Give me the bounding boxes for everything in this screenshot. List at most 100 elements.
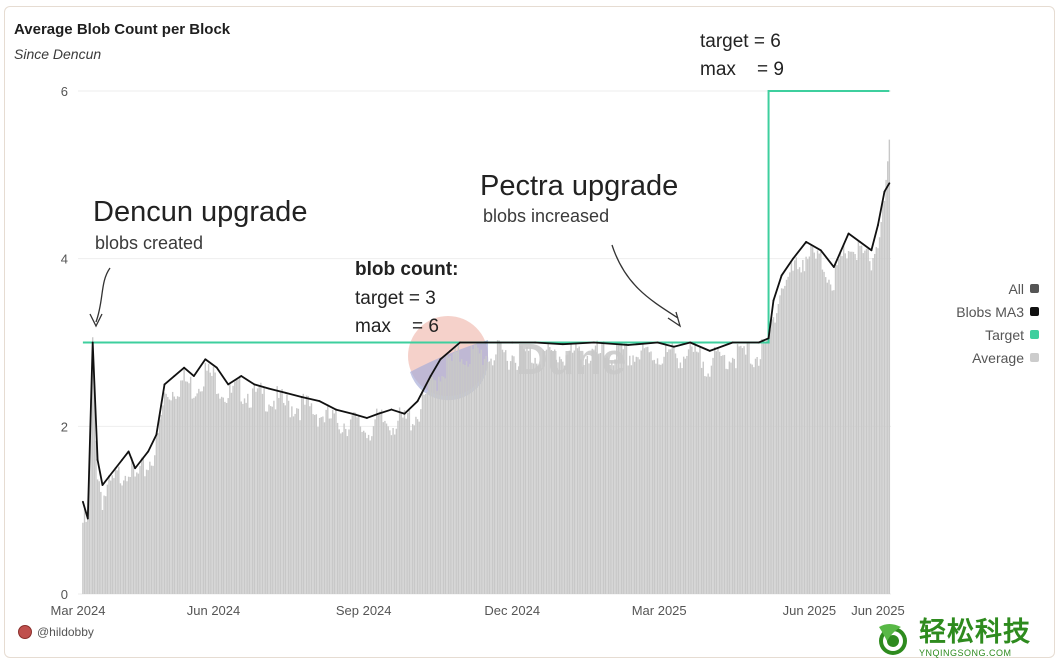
average-bar — [488, 361, 491, 594]
average-bar — [852, 251, 855, 594]
average-bar — [682, 356, 685, 594]
average-bar — [341, 432, 344, 594]
average-bar — [601, 341, 603, 594]
average-bar — [505, 350, 507, 594]
average-bar — [776, 313, 778, 594]
average-bar — [314, 414, 316, 594]
average-bar — [878, 237, 881, 594]
ma3-point — [731, 341, 734, 344]
average-bar — [364, 432, 367, 594]
average-bar — [304, 404, 306, 594]
average-bar — [232, 385, 234, 594]
average-bar — [331, 409, 334, 594]
ma3-point — [403, 412, 406, 415]
ma3-point — [91, 341, 94, 344]
average-bar — [550, 350, 553, 594]
average-bar — [712, 357, 714, 594]
target-line — [82, 90, 890, 344]
ma3-point — [592, 341, 595, 344]
average-bar — [91, 337, 94, 594]
average-bar — [420, 409, 422, 594]
x-tick-label: Jun 2025 — [783, 603, 837, 618]
average-bar — [173, 396, 176, 594]
average-bar — [390, 435, 393, 594]
average-bar — [382, 422, 384, 594]
average-bar — [609, 364, 611, 594]
average-bar — [570, 341, 572, 594]
average-bar — [518, 366, 520, 594]
average-bar — [562, 361, 564, 594]
ma3-point — [780, 274, 783, 277]
pectra-arrowhead — [667, 311, 682, 328]
average-bar — [503, 352, 505, 594]
average-bar — [160, 414, 162, 594]
ma3-point — [86, 517, 89, 520]
average-bar — [873, 253, 876, 594]
average-bar — [416, 419, 419, 594]
average-bar — [709, 376, 711, 594]
ma3-point — [757, 341, 760, 344]
average-bar — [429, 376, 432, 594]
site-brand[interactable]: 轻松科技 YNQINGSONG.COM — [873, 615, 1059, 662]
average-bar — [741, 348, 744, 594]
average-bar — [754, 358, 757, 594]
average-bar — [710, 365, 713, 594]
average-bar — [216, 393, 218, 594]
average-bar — [292, 416, 295, 594]
average-bar — [351, 415, 353, 594]
average-bar — [242, 403, 244, 594]
average-bar — [227, 398, 229, 594]
average-bar — [774, 322, 776, 594]
average-bar — [567, 354, 569, 594]
average-bar — [875, 247, 878, 595]
average-bar — [459, 361, 461, 594]
average-bar — [407, 412, 409, 594]
legend-item-average[interactable]: Average — [956, 346, 1039, 369]
average-bar — [555, 359, 558, 594]
average-bar — [333, 413, 336, 594]
average-bar — [728, 361, 731, 594]
average-bar — [857, 240, 860, 594]
average-bar — [647, 346, 649, 594]
average-bar — [725, 368, 727, 594]
average-bar — [469, 363, 471, 594]
average-bar — [176, 396, 179, 594]
average-bar — [395, 428, 398, 594]
average-bar — [251, 388, 254, 594]
average-bar — [475, 344, 478, 594]
average-bar — [240, 401, 242, 594]
average-bar — [586, 355, 589, 594]
average-bar — [887, 161, 889, 594]
legend-item-target[interactable]: Target — [956, 323, 1039, 346]
author-credit[interactable]: @hildobby — [18, 625, 94, 639]
average-bar — [305, 395, 308, 594]
average-bar — [157, 432, 159, 594]
average-bar — [250, 407, 252, 594]
average-bar — [452, 353, 455, 594]
average-bar — [196, 393, 198, 594]
average-bar — [358, 415, 360, 594]
ma3-point — [240, 375, 243, 377]
average-bar — [736, 344, 739, 594]
average-bar — [446, 355, 448, 594]
average-bar — [666, 352, 669, 594]
legend-item-all[interactable]: All — [956, 277, 1039, 300]
ma3-point — [627, 344, 630, 346]
average-bar — [617, 345, 620, 594]
average-bar — [436, 390, 438, 594]
average-bar — [376, 408, 378, 594]
average-bar — [477, 347, 479, 594]
average-bar — [880, 222, 882, 594]
average-bar — [402, 417, 404, 594]
average-bar — [219, 398, 221, 594]
average-bar — [506, 360, 509, 594]
average-bar — [371, 436, 373, 594]
average-bar — [286, 394, 288, 594]
legend-item-ma3[interactable]: Blobs MA3 — [956, 300, 1039, 323]
average-bar — [705, 376, 708, 594]
average-bar — [265, 411, 267, 594]
average-bar — [604, 357, 607, 594]
average-bar — [105, 496, 107, 594]
average-bar — [821, 269, 824, 594]
legend-swatch-average — [1030, 353, 1039, 362]
